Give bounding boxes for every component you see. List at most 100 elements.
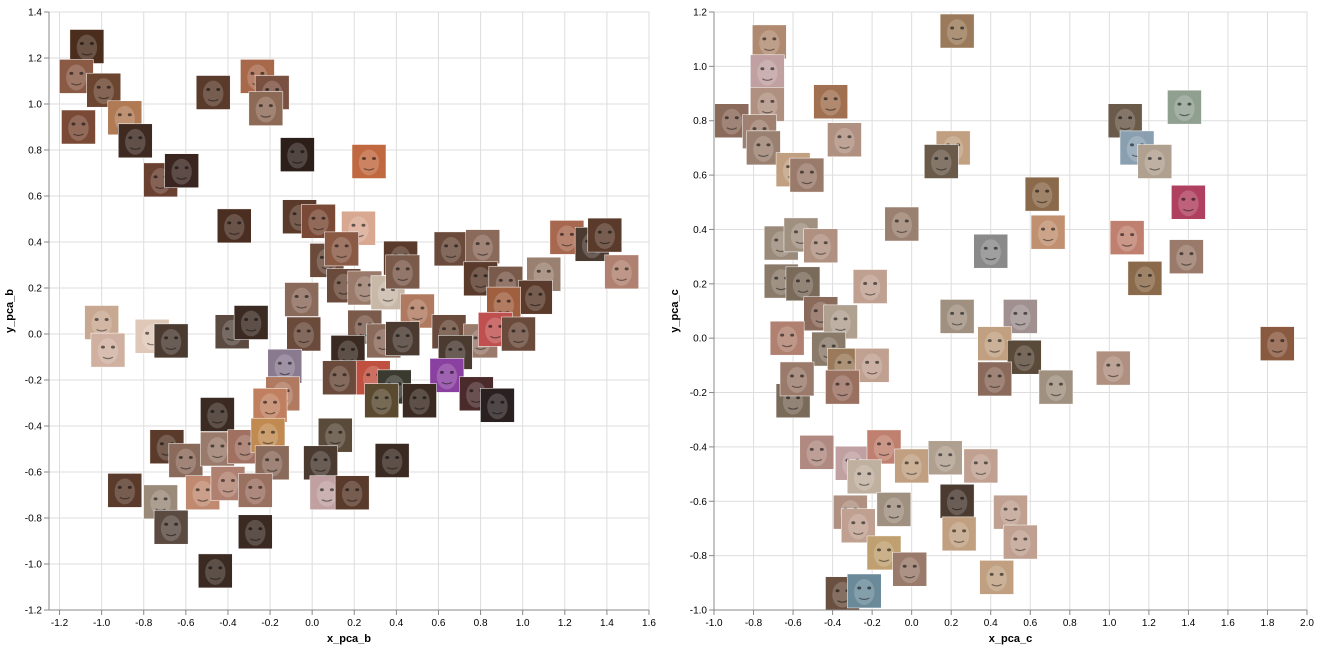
face-thumbnail-point <box>746 130 781 166</box>
y-tick-label: -0.2 <box>25 376 43 387</box>
face-thumbnail-point <box>90 332 126 368</box>
face-thumbnail-point <box>501 316 536 352</box>
face-thumbnail-point <box>993 494 1028 530</box>
x-tick-label: -0.6 <box>177 618 195 629</box>
face-thumbnail-point <box>587 217 623 253</box>
x-tick-label: 1.8 <box>1261 618 1275 629</box>
x-tick-label: 0.2 <box>347 618 361 629</box>
y-tick-label: -0.8 <box>690 551 708 562</box>
face-thumbnail-point <box>280 137 315 172</box>
face-thumbnail-point <box>1096 350 1131 386</box>
x-tick-label: 0.6 <box>1023 618 1037 629</box>
face-thumbnail-point <box>322 360 357 395</box>
face-thumbnail-point <box>351 144 387 179</box>
y-tick-label: -0.6 <box>690 497 708 508</box>
face-thumbnail-point <box>374 443 410 478</box>
face-thumbnail-point <box>876 492 912 527</box>
x-tick-label: -1.0 <box>93 618 111 629</box>
x-tick-label: 1.6 <box>642 618 656 629</box>
face-thumbnail-point <box>604 254 639 290</box>
y-tick-label: 1.2 <box>28 54 42 65</box>
face-thumbnail-point <box>518 279 553 315</box>
face-thumbnail-point <box>195 75 231 110</box>
y-tick-label: -0.4 <box>25 422 43 433</box>
face-thumbnail-point <box>928 440 963 476</box>
face-thumbnail-point <box>803 228 838 264</box>
face-thumbnail-point <box>153 323 189 359</box>
face-thumbnail-point <box>939 299 975 334</box>
y-tick-label: 0.4 <box>693 225 707 236</box>
face-thumbnail-point <box>894 448 929 484</box>
face-thumbnail-point <box>1007 339 1042 375</box>
y-tick-label: 0.0 <box>693 334 707 345</box>
y-tick-label: 0.4 <box>28 238 42 249</box>
face-thumbnail-point <box>846 573 882 609</box>
y-tick-label: -1.2 <box>25 606 43 617</box>
x-tick-label: 0.4 <box>984 618 998 629</box>
face-thumbnail-point <box>1169 239 1204 274</box>
x-tick-label: 1.6 <box>1221 618 1235 629</box>
face-thumbnail-point <box>69 29 105 64</box>
y-tick-label: 0.2 <box>28 284 42 295</box>
scatter-panel-pca-c: -1.0 -0.8 -0.6 -0.4 -0.2 0.0 0.2 0.4 0.6 0.8 1.0 1.… <box>669 8 1314 646</box>
y-tick-label: -1.0 <box>25 560 43 571</box>
face-thumbnail-point <box>303 445 338 481</box>
face-thumbnail-point <box>979 560 1014 595</box>
y-tick-label: 0.0 <box>28 330 42 341</box>
y-tick-label: -0.6 <box>25 468 43 479</box>
face-thumbnail-point <box>779 361 815 397</box>
y-tick-label: -0.4 <box>690 442 708 453</box>
y-axis-ticks: -1.2 -1.0 -0.8 -0.6 -0.4 -0.2 0.0 0.2 0.4 0.6 0.8 1… <box>25 8 49 617</box>
face-thumbnail-point <box>823 304 858 340</box>
x-axis-ticks: -1.2 -1.0 -0.8 -0.6 -0.4 -0.2 0.0 0.2 0.4 0.6 0.8 1… <box>51 610 656 629</box>
face-thumbnail-point <box>750 54 785 90</box>
face-thumbnail-point <box>465 229 500 264</box>
face-thumbnail-point <box>813 84 848 119</box>
y-tick-label: -1.0 <box>690 606 708 617</box>
face-thumbnail-point <box>286 316 321 352</box>
face-thumbnail-point <box>1171 185 1206 220</box>
face-thumbnail-point <box>924 144 959 179</box>
y-tick-label: 0.8 <box>693 116 707 127</box>
face-thumbnail-point <box>884 206 920 242</box>
face-thumbnail-point <box>433 231 469 267</box>
x-tick-label: -0.8 <box>135 618 153 629</box>
x-tick-label: 1.4 <box>600 618 614 629</box>
face-thumbnail-point <box>301 204 336 239</box>
x-tick-label: 1.0 <box>516 618 530 629</box>
x-tick-label: 1.2 <box>558 618 572 629</box>
face-thumbnail-point <box>1127 261 1163 296</box>
face-thumbnail-point <box>769 320 805 356</box>
x-tick-label: -0.4 <box>824 618 842 629</box>
x-tick-label: 1.2 <box>1142 618 1156 629</box>
face-thumbnail-point <box>1030 214 1066 250</box>
face-thumbnail-point <box>977 326 1012 361</box>
y-tick-label: -0.2 <box>690 388 708 399</box>
scatter-panel-pca-b: -1.2 -1.0 -0.8 -0.6 -0.4 -0.2 0.0 0.2 0.4 0.6 0.8 1… <box>4 8 656 646</box>
face-thumbnail-point <box>217 208 252 244</box>
face-thumbnail-point <box>334 475 370 510</box>
face-thumbnail-point <box>799 435 835 470</box>
face-thumbnail-point <box>324 231 359 267</box>
x-tick-label: -0.2 <box>261 618 279 629</box>
face-thumbnail-point <box>284 282 319 317</box>
face-thumbnail-point <box>143 484 178 520</box>
face-thumbnail-point <box>168 443 204 478</box>
face-thumbnail-point <box>61 109 96 145</box>
y-tick-label: 0.8 <box>28 146 42 157</box>
face-thumbnail-point <box>941 516 977 552</box>
y-tick-label: 1.2 <box>693 8 707 19</box>
face-thumbnail-point <box>118 123 153 159</box>
face-thumbnail-point <box>963 448 999 484</box>
face-thumbnail-point <box>200 397 235 432</box>
face-thumbnail-point <box>1109 220 1145 255</box>
x-tick-label: -0.2 <box>864 618 882 629</box>
face-thumbnail-point <box>939 484 975 519</box>
x-tick-label: 0.4 <box>389 618 403 629</box>
face-thumbnail-point <box>752 24 787 60</box>
face-thumbnail-point <box>846 459 882 495</box>
face-thumbnail-point <box>153 509 189 545</box>
face-thumbnail-point <box>364 383 399 418</box>
face-thumbnail-point <box>789 157 825 193</box>
x-tick-label: 0.2 <box>944 618 958 629</box>
